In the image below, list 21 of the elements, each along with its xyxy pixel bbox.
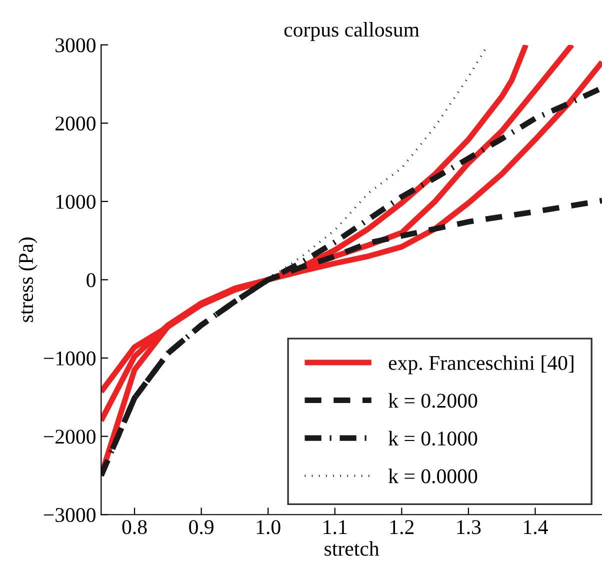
legend-label: k = 0.2000 [388,393,478,408]
chart-title: corpus callosum [284,22,420,41]
y-tick-label: −1000 [44,351,96,366]
legend-label: k = 0.0000 [388,468,478,484]
x-tick-label: 1.1 [324,520,347,534]
x-axis-title: stretch [324,541,380,556]
y-tick-label: 2000 [56,116,96,131]
x-tick-label: 1.0 [256,520,280,534]
x-tick-label: 1.4 [524,520,548,534]
legend-label: exp. Franceschini [40] [388,355,574,374]
x-tick-label: 0.8 [122,520,147,534]
y-tick-label: 1000 [56,194,96,209]
y-tick-label: −3000 [44,508,96,522]
y-tick-label: 3000 [56,38,96,52]
legend-label: k = 0.1000 [388,430,478,446]
y-tick-label: 0 [86,273,96,288]
x-tick-label: 1.2 [390,520,414,534]
y-axis-title: stress (Pa) [18,238,38,322]
x-tick-label: 0.9 [189,520,214,534]
y-tick-label: −2000 [44,430,96,444]
x-tick-label: 1.3 [457,520,481,534]
